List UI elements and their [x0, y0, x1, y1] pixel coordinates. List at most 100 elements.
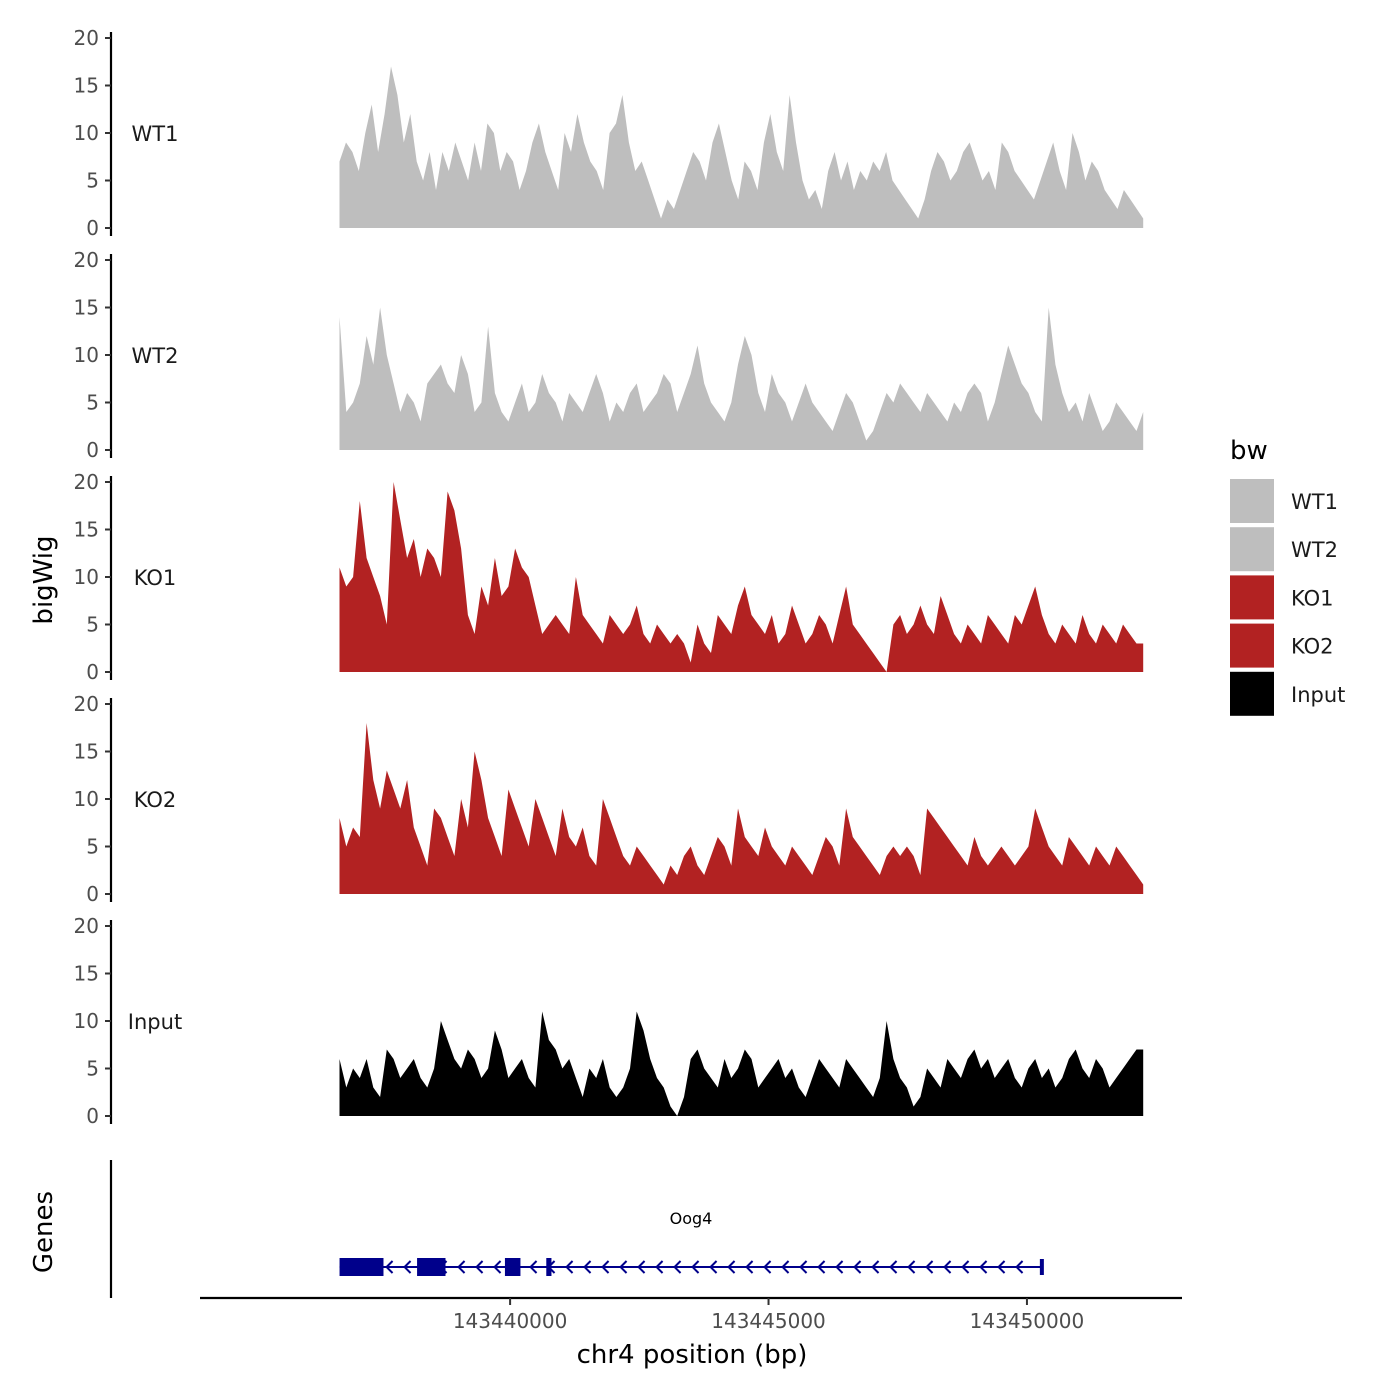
strand-arrow	[385, 1260, 394, 1274]
legend-label-wt2: WT2	[1291, 538, 1338, 562]
strand-arrow	[709, 1260, 718, 1274]
legend-key-wt1	[1230, 479, 1274, 523]
genes-track-title: Genes	[29, 1191, 59, 1273]
panel-ko2: 0 5 10 15 20 KO2	[74, 692, 1144, 906]
strand-arrow	[889, 1260, 898, 1274]
strand-arrow	[457, 1260, 466, 1274]
panel-label-ko2: KO2	[134, 788, 177, 812]
strand-arrow	[403, 1260, 412, 1274]
strand-arrow	[529, 1260, 538, 1274]
legend: bw WT1 WT2 KO1 KO2 Input	[1230, 436, 1345, 716]
y-tick-label-wt2-15: 15	[74, 296, 99, 320]
y-tick-label-input-0: 0	[86, 1104, 99, 1128]
strand-arrow	[691, 1260, 700, 1274]
panel-wt2: 0 5 10 15 20 WT2	[74, 248, 1144, 462]
y-tick-label-wt1-5: 5	[86, 169, 99, 193]
strand-arrow	[979, 1260, 988, 1274]
legend-label-wt1: WT1	[1291, 490, 1338, 514]
y-tick-label-input-20: 20	[74, 914, 99, 938]
strand-arrow	[817, 1260, 826, 1274]
strand-arrow	[565, 1260, 574, 1274]
strand-arrow	[799, 1260, 808, 1274]
panel-ko1: 0 5 10 15 20 KO1	[74, 470, 1144, 684]
y-tick-label-ko2-5: 5	[86, 835, 99, 859]
area-input	[339, 1011, 1144, 1116]
x-tick-label-143450000: 143450000	[970, 1309, 1085, 1333]
panel-label-input: Input	[128, 1010, 182, 1034]
panel-label-ko1: KO1	[134, 566, 177, 590]
strand-arrow	[727, 1260, 736, 1274]
strand-arrow	[871, 1260, 880, 1274]
strand-arrow	[763, 1260, 772, 1274]
x-tick-label-143440000: 143440000	[453, 1309, 568, 1333]
x-tick-label-143445000: 143445000	[711, 1309, 826, 1333]
x-axis: chr4 position (bp) 143440000 143445000 143…	[200, 1296, 1182, 1370]
strand-arrow	[637, 1260, 646, 1274]
strand-arrow	[619, 1260, 628, 1274]
strand-arrow	[655, 1260, 664, 1274]
strand-arrow	[925, 1260, 934, 1274]
area-wt2	[339, 307, 1144, 450]
legend-key-wt2	[1230, 527, 1274, 572]
strand-arrow	[781, 1260, 790, 1274]
y-tick-label-wt2-5: 5	[86, 391, 99, 415]
legend-label-ko2: KO2	[1291, 635, 1334, 659]
y-tick-label-ko2-20: 20	[74, 692, 99, 716]
y-tick-label-ko1-10: 10	[74, 565, 99, 589]
strand-arrow	[961, 1260, 970, 1274]
legend-key-ko1	[1230, 575, 1274, 620]
y-tick-label-wt2-10: 10	[74, 343, 99, 367]
y-tick-label-ko1-15: 15	[74, 518, 99, 542]
area-wt1	[339, 66, 1144, 228]
area-ko1	[339, 482, 1144, 672]
y-tick-label-wt1-15: 15	[74, 74, 99, 98]
coverage-panels: 0 5 10 15 20 WT1 0 5 10 15 20 WT2 0 5 10 15 20 KO1 0 5 10 15 2…	[74, 26, 1144, 1128]
strand-arrow	[673, 1260, 682, 1274]
y-tick-label-ko1-20: 20	[74, 470, 99, 494]
y-tick-label-wt1-10: 10	[74, 121, 99, 145]
y-tick-label-ko1-5: 5	[86, 613, 99, 637]
strand-arrow	[493, 1260, 502, 1274]
legend-label-input: Input	[1291, 683, 1345, 707]
strand-arrow	[907, 1260, 916, 1274]
panel-label-wt1: WT1	[132, 122, 179, 146]
strand-arrow	[745, 1260, 754, 1274]
strand-arrow	[583, 1260, 592, 1274]
gene-exon-3	[504, 1258, 521, 1276]
strand-arrow	[1015, 1260, 1024, 1274]
y-tick-label-input-5: 5	[86, 1057, 99, 1081]
strand-arrow	[997, 1260, 1006, 1274]
y-tick-label-ko2-10: 10	[74, 787, 99, 811]
strand-arrow	[853, 1260, 862, 1274]
y-tick-label-ko2-0: 0	[86, 882, 99, 906]
legend-title: bw	[1230, 436, 1268, 466]
y-tick-label-input-15: 15	[74, 962, 99, 986]
y-tick-label-wt1-20: 20	[74, 26, 99, 50]
legend-key-ko2	[1230, 623, 1274, 668]
strand-arrow	[835, 1260, 844, 1274]
y-tick-label-input-10: 10	[74, 1009, 99, 1033]
panel-label-wt2: WT2	[132, 344, 179, 368]
gene-label-oog4: Oog4	[670, 1209, 713, 1228]
y-tick-label-wt1-0: 0	[86, 216, 99, 240]
genes-track: Genes Oog4	[29, 1160, 1044, 1298]
y-tick-label-wt2-0: 0	[86, 438, 99, 462]
panel-input: 0 5 10 15 20 Input	[74, 914, 1144, 1128]
legend-label-ko1: KO1	[1291, 586, 1334, 610]
y-tick-label-wt2-20: 20	[74, 248, 99, 272]
gene-exon-2	[417, 1258, 446, 1276]
x-axis-title: chr4 position (bp)	[577, 1340, 808, 1370]
legend-key-input	[1230, 671, 1274, 716]
strand-arrow	[943, 1260, 952, 1274]
strand-arrow	[475, 1260, 484, 1274]
gene-exon-1	[339, 1258, 384, 1276]
strand-arrow	[601, 1260, 610, 1274]
y-tick-label-ko2-15: 15	[74, 740, 99, 764]
y-tick-label-ko1-0: 0	[86, 660, 99, 684]
gene-exon-4	[546, 1258, 552, 1276]
gene-exon-5	[1039, 1259, 1044, 1275]
y-axis-title: bigWig	[29, 535, 59, 624]
area-ko2	[339, 723, 1144, 894]
panel-wt1: 0 5 10 15 20 WT1	[74, 26, 1144, 240]
